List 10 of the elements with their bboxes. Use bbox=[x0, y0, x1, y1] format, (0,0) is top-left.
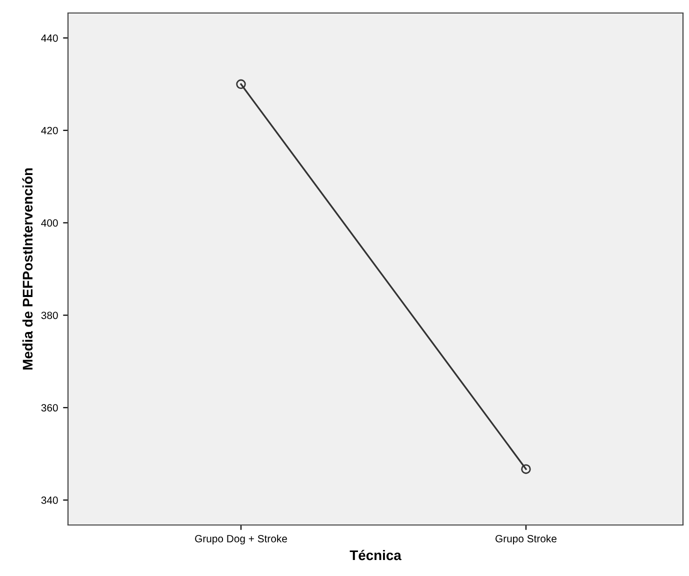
x-tick-label: Grupo Stroke bbox=[496, 534, 556, 544]
y-tick-label: 420 bbox=[41, 126, 58, 134]
x-tick-label: Grupo Dog + Stroke bbox=[195, 534, 287, 544]
y-axis-title: Media de PEFPostIntervención bbox=[22, 168, 33, 370]
y-tick-label: 380 bbox=[41, 312, 58, 320]
x-axis-title: Técnica bbox=[350, 550, 402, 560]
y-tick-label: 400 bbox=[41, 219, 58, 227]
y-tick-label: 340 bbox=[41, 496, 58, 504]
y-tick-label: 360 bbox=[41, 404, 58, 412]
y-tick-label: 440 bbox=[41, 34, 58, 42]
